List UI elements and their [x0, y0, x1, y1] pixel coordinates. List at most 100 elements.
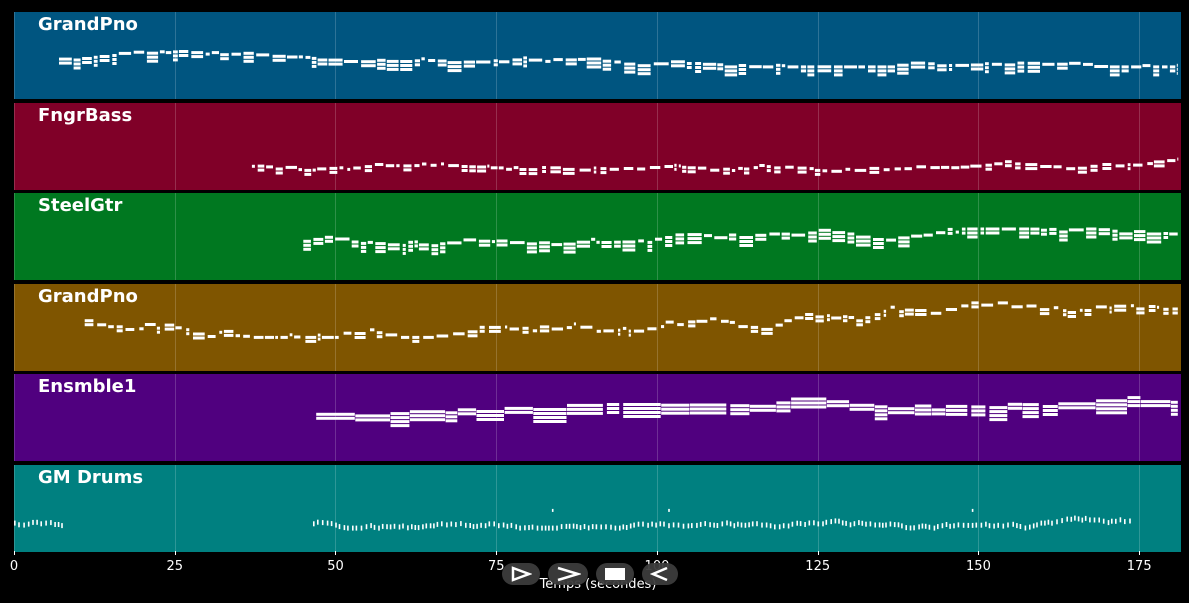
track-1[interactable]: GrandPno [14, 12, 1181, 99]
note [845, 520, 847, 526]
note [414, 59, 420, 63]
note [1127, 162, 1131, 166]
play-button[interactable] [502, 563, 540, 585]
note [347, 167, 351, 171]
note [59, 57, 72, 61]
note [539, 245, 550, 249]
note [807, 65, 815, 69]
note [661, 404, 690, 408]
note [723, 167, 730, 171]
note [469, 168, 476, 172]
note [606, 407, 620, 411]
track-2[interactable]: FngrBass [14, 102, 1181, 190]
note [817, 69, 832, 73]
note [287, 55, 298, 59]
note [796, 520, 798, 526]
note [849, 522, 852, 528]
note [328, 62, 343, 66]
note [393, 523, 396, 529]
note [618, 332, 621, 336]
playback-controls [502, 563, 678, 585]
note [463, 238, 477, 242]
track-5[interactable]: Ensmble1 [14, 374, 1181, 462]
note [173, 58, 178, 62]
track-6[interactable]: GM Drums [14, 465, 1181, 552]
note [614, 244, 621, 248]
note [59, 61, 72, 65]
gridline [335, 465, 337, 552]
x-tick [335, 551, 337, 555]
note [1051, 520, 1053, 526]
note [1057, 62, 1068, 66]
note [457, 408, 477, 412]
note [1170, 409, 1178, 413]
note [601, 245, 612, 249]
note [386, 59, 399, 63]
track-3[interactable]: SteelGtr [14, 193, 1181, 281]
note [457, 412, 477, 416]
note [888, 411, 915, 415]
note [1176, 63, 1178, 67]
note [387, 247, 400, 251]
note [360, 242, 367, 246]
note [655, 522, 657, 528]
note [477, 165, 487, 169]
note [625, 525, 628, 530]
note [663, 521, 665, 527]
note [642, 521, 644, 527]
note [961, 227, 966, 231]
note [580, 325, 593, 329]
note [1059, 230, 1068, 234]
note [583, 524, 586, 529]
gridline [656, 283, 658, 371]
note [704, 234, 712, 238]
track-4[interactable]: GrandPno [14, 283, 1181, 371]
forward-button[interactable] [548, 563, 588, 585]
note [1127, 166, 1131, 170]
note [478, 239, 491, 243]
note [472, 524, 475, 530]
note [985, 521, 987, 527]
note [753, 165, 758, 169]
note [355, 525, 358, 531]
note [591, 524, 594, 530]
note [914, 408, 932, 412]
note [1169, 65, 1176, 69]
note [1004, 71, 1016, 75]
note [619, 525, 621, 531]
gridline [656, 12, 658, 99]
note [1025, 162, 1038, 166]
note [945, 409, 968, 413]
note [1153, 159, 1165, 163]
note [436, 334, 449, 338]
note [738, 324, 748, 328]
note [27, 521, 30, 527]
note [815, 319, 824, 323]
note [562, 171, 575, 175]
note [901, 523, 903, 529]
note [1084, 312, 1092, 316]
gridline [335, 102, 337, 190]
rewind-button[interactable] [642, 563, 678, 585]
note [579, 168, 591, 172]
note [429, 523, 432, 529]
note [510, 241, 525, 245]
note [991, 62, 1002, 66]
note [386, 524, 388, 530]
note [1025, 166, 1038, 170]
note [647, 249, 653, 253]
gridline [496, 102, 498, 190]
note [1102, 518, 1105, 524]
gridline [817, 374, 819, 462]
note [967, 231, 978, 235]
note [749, 405, 776, 409]
stop-button[interactable] [596, 563, 634, 585]
note [1147, 161, 1153, 165]
note [515, 524, 517, 530]
note [874, 312, 881, 316]
note [614, 240, 621, 244]
note [370, 523, 372, 529]
note [377, 58, 386, 62]
note [329, 170, 338, 174]
gridline [817, 12, 819, 99]
